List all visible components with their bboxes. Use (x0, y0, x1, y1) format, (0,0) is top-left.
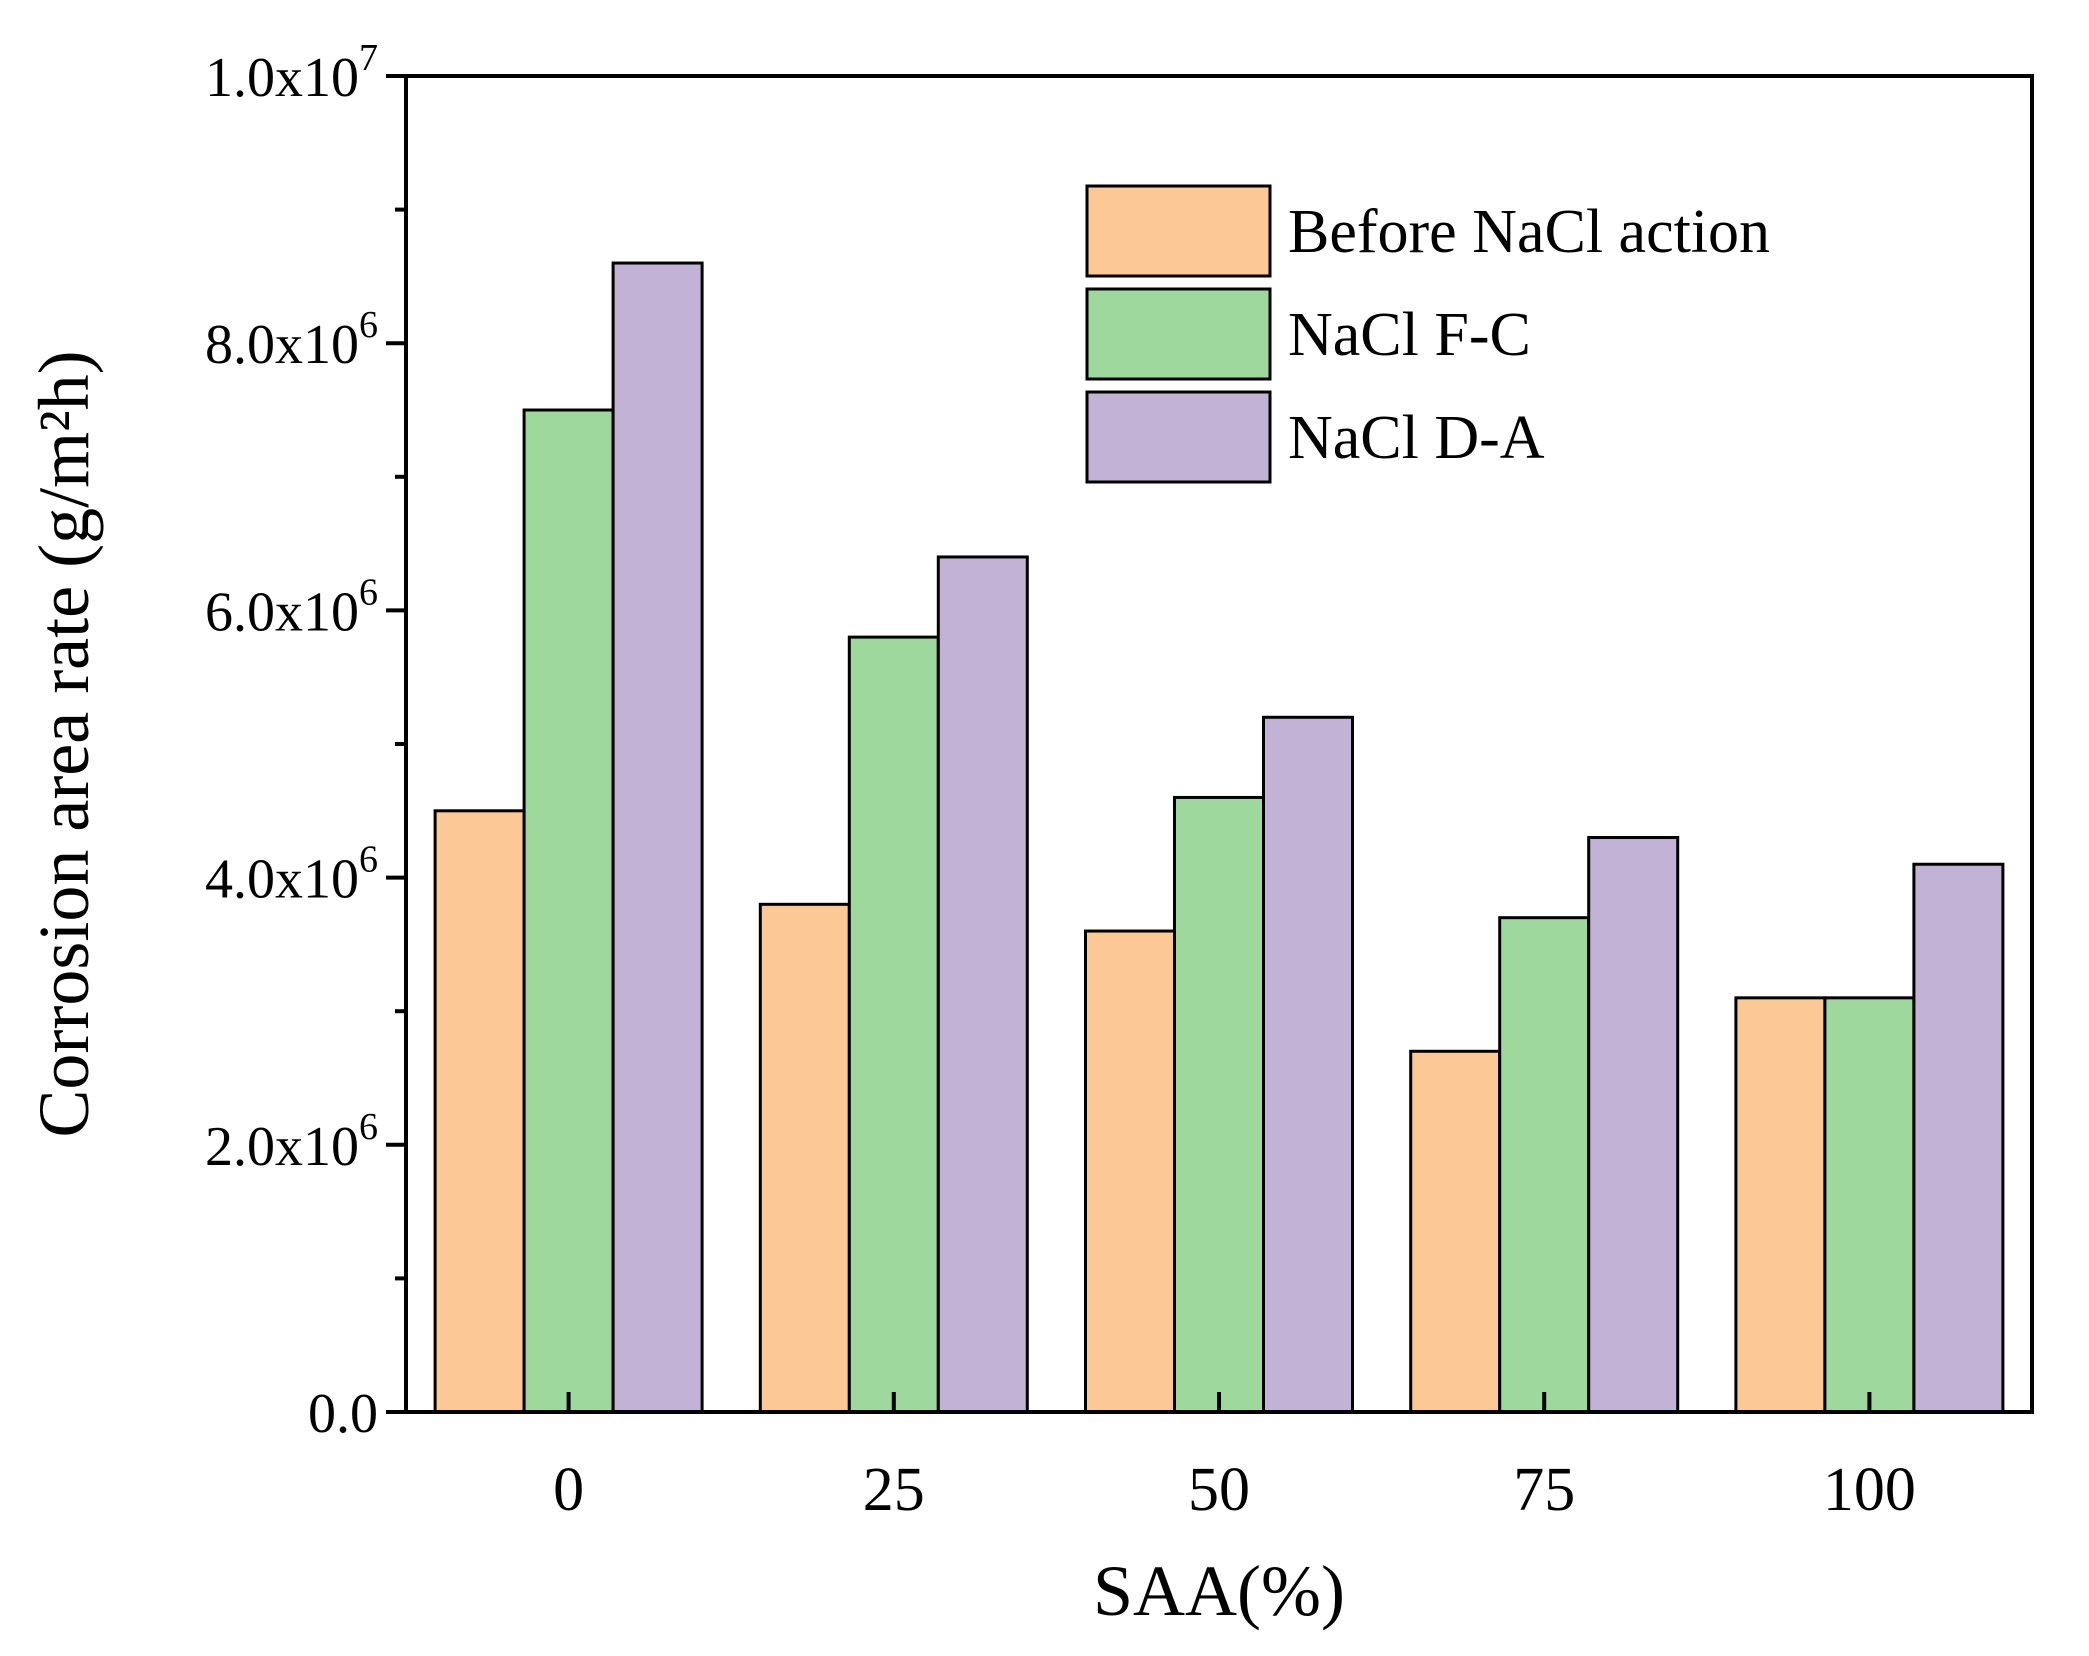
y-axis-title: Corrosion area rate (g/m²h) (24, 350, 104, 1137)
y-tick-mantissa: 8.0x10 (205, 314, 359, 376)
bar-3-100 (1912, 862, 2005, 1414)
y-tick-label: 8.0x106 (205, 304, 378, 376)
bar-1-0 (433, 809, 526, 1414)
y-tick-label: 2.0x106 (205, 1106, 378, 1178)
legend-label-2: NaCl F-C (1288, 301, 1531, 369)
y-tick-exponent: 7 (359, 37, 378, 79)
bar-2-100 (1823, 996, 1916, 1414)
y-tick-exponent: 6 (359, 1106, 378, 1148)
bar-3-25 (936, 555, 1029, 1414)
legend-label-3: NaCl D-A (1288, 404, 1545, 472)
bar-1-25 (758, 902, 851, 1414)
bars-group (433, 261, 2005, 1414)
bar-3-75 (1587, 836, 1680, 1414)
bar-2-75 (1498, 916, 1591, 1414)
bar-2-0 (522, 408, 615, 1414)
bar-3-50 (1262, 715, 1354, 1414)
x-tick-label: 25 (863, 1456, 925, 1524)
y-tick-exponent: 6 (359, 304, 378, 346)
x-axis-title: SAA(%) (1093, 1551, 1345, 1631)
x-tick-label: 0 (553, 1456, 584, 1524)
bar-3-0 (611, 261, 704, 1414)
y-tick-exponent: 6 (359, 839, 378, 881)
legend: Before NaCl action NaCl F-C NaCl D-A (1085, 184, 1770, 484)
bar-1-50 (1084, 929, 1176, 1414)
y-tick-mantissa: 0.0 (308, 1383, 378, 1445)
legend-label-1: Before NaCl action (1288, 198, 1770, 266)
legend-swatch-3 (1085, 390, 1272, 484)
y-tick-mantissa: 1.0x10 (205, 47, 359, 109)
x-axis: 0 25 50 75 100 (553, 1392, 1916, 1524)
y-tick-label: 1.0x107 (205, 37, 378, 109)
y-tick-label: 0.0 (308, 1383, 378, 1445)
y-tick-label: 6.0x106 (205, 571, 378, 643)
legend-swatch-1 (1085, 184, 1272, 278)
bar-2-50 (1173, 795, 1265, 1414)
x-tick-label: 75 (1513, 1456, 1575, 1524)
bar-1-100 (1734, 996, 1827, 1414)
y-tick-label: 4.0x106 (205, 839, 378, 911)
y-tick-mantissa: 4.0x10 (205, 849, 359, 911)
bar-1-75 (1409, 1049, 1502, 1414)
y-tick-mantissa: 2.0x10 (205, 1116, 359, 1178)
y-tick-exponent: 6 (359, 571, 378, 613)
legend-swatch-2 (1085, 287, 1272, 381)
x-tick-label: 100 (1823, 1456, 1916, 1524)
y-tick-mantissa: 6.0x10 (205, 581, 359, 643)
bar-2-25 (847, 635, 940, 1414)
x-tick-label: 50 (1188, 1456, 1250, 1524)
